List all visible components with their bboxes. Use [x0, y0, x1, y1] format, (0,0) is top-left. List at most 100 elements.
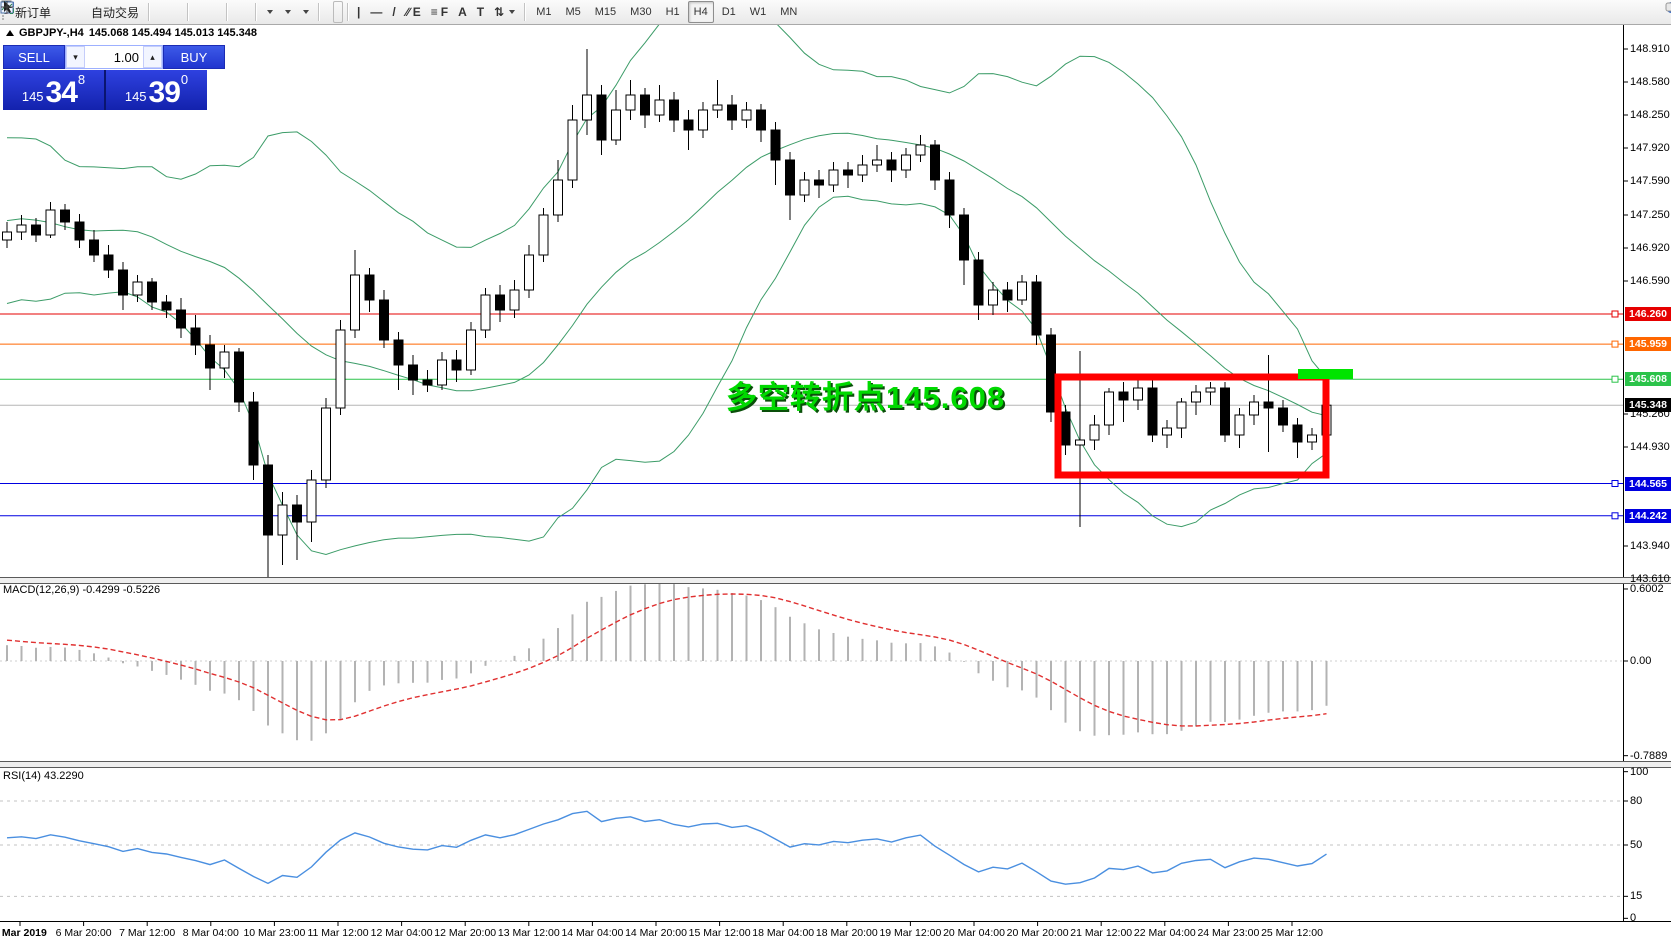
trendline-tool[interactable]: / [387, 1, 400, 23]
chat-icon[interactable] [1665, 1, 1671, 17]
timeframe-d1-button[interactable]: D1 [721, 6, 736, 18]
volume-decrease-button[interactable]: ▾ [66, 46, 85, 68]
sell-button[interactable]: SELL [3, 45, 65, 69]
expand-triangle-icon[interactable] [6, 30, 14, 36]
buy-price-pip: 0 [180, 72, 189, 87]
one-click-trading-panel: SELL ▾ ▴ BUY 145 34 8 145 39 0 [3, 45, 225, 110]
sell-price-pip: 8 [77, 72, 86, 87]
candle-body [103, 254, 114, 271]
candle-body [335, 329, 346, 409]
hline-end-marker[interactable] [1611, 512, 1619, 520]
horizontal-line-tool[interactable]: — [365, 1, 387, 23]
hline-end-marker[interactable] [1611, 375, 1619, 383]
tool-sub-letter: E [412, 5, 421, 19]
sell-price-display[interactable]: 145 34 8 [3, 70, 104, 110]
red-rectangle-object[interactable] [1054, 373, 1330, 479]
zoom-in-button[interactable] [1, 1, 202, 23]
candle-body [132, 281, 143, 296]
timeframe-w1-button[interactable]: W1 [749, 6, 767, 18]
chart-candles-button[interactable] [2, 1, 173, 23]
text-tool-icon: A [458, 5, 467, 19]
pane-separator[interactable] [0, 761, 1671, 768]
periods-button[interactable] [1, 1, 296, 23]
time-axis-label: 22 Mar 04:00 [1133, 927, 1196, 939]
timeframe-m5-button[interactable]: M5 [565, 6, 581, 18]
candle-body [16, 224, 27, 233]
candle-body [959, 214, 969, 261]
green-highlight-object[interactable] [1298, 369, 1353, 379]
candle-body [1147, 387, 1158, 436]
timeframe-m30-button[interactable]: M30 [630, 6, 652, 18]
tile-windows-button[interactable] [1, 1, 222, 23]
time-axis-label: 21 Mar 12:00 [1070, 927, 1133, 939]
chart-bars-button[interactable] [2, 1, 163, 23]
candle-body [422, 379, 433, 386]
time-axis-label: 25 Mar 12:00 [1261, 927, 1323, 939]
chart-shift-button[interactable] [2, 1, 251, 23]
timeframe-h4-button[interactable]: H4 [687, 1, 714, 23]
autotrading-label: 自动交易 [91, 5, 140, 20]
time-axis-label: 6 Mar 20:00 [55, 927, 112, 939]
data-window-button[interactable] [0, 1, 76, 23]
candle-body [74, 221, 85, 241]
macd-axis-tick-label: -0.7889 [1630, 749, 1668, 762]
candle-body [785, 159, 795, 196]
fibonacci-tool[interactable]: ≡ F [426, 1, 453, 23]
timeframe-h1-button[interactable]: H1 [665, 6, 680, 18]
candle-body [1118, 391, 1129, 401]
signals-button[interactable] [0, 1, 86, 23]
toolbar-separator [347, 3, 349, 21]
arrows-tool[interactable]: ⇅ [489, 1, 520, 23]
candle-body [596, 94, 607, 141]
candle-body [611, 109, 621, 141]
auto-scroll-button[interactable] [3, 1, 241, 23]
new-order-button[interactable]: 新订单 [1, 0, 56, 23]
new-chart-button[interactable] [1, 1, 278, 23]
hline-end-marker[interactable] [1611, 480, 1619, 487]
text-label-tool[interactable]: T [472, 1, 489, 23]
candle-body [1075, 439, 1085, 446]
toolbar-separator [226, 3, 228, 21]
candle-body [1133, 387, 1143, 401]
candle-body [1249, 401, 1259, 416]
candle-body [683, 119, 694, 131]
market-watch-button[interactable] [1, 1, 66, 23]
candle-body [89, 239, 99, 256]
zoom-out-button[interactable] [1, 1, 212, 23]
candle-body [248, 401, 259, 466]
time-axis-label: 10 Mar 23:00 [243, 927, 306, 939]
equidistant-channel-tool[interactable]: ∕∕ E [401, 1, 426, 23]
templates-button[interactable] [0, 1, 314, 23]
cursor-button[interactable] [4, 1, 333, 23]
time-axis-border [0, 921, 1671, 922]
timeframe-m1-button[interactable]: M1 [536, 6, 552, 18]
pane-separator[interactable] [0, 577, 1671, 584]
timeframe-mn-button[interactable]: MN [780, 6, 798, 18]
text-tool[interactable]: A [453, 1, 472, 23]
buy-price-display[interactable]: 145 39 0 [106, 70, 207, 110]
autotrading-button[interactable]: 自动交易 [1, 1, 144, 23]
timeframe-m15-button[interactable]: M15 [594, 6, 617, 18]
time-axis-label: 18 Mar 04:00 [752, 927, 815, 939]
rsi-value: 43.2290 [43, 770, 84, 782]
vertical-line-tool[interactable]: | [352, 1, 365, 23]
hline-end-marker[interactable] [1611, 310, 1619, 318]
tool-sub-letter: F [440, 5, 449, 19]
rsi-axis-tick-label: 80 [1630, 795, 1643, 807]
dropdown-caret [303, 10, 310, 14]
candle-body [1278, 407, 1288, 426]
sell-price-main: 34 [45, 76, 78, 109]
volume-increase-button[interactable]: ▴ [143, 46, 162, 68]
chart-line-button[interactable] [0, 1, 183, 23]
chart-text-annotation[interactable]: 多空转折点145.608 [726, 380, 1006, 415]
macd-signal-line [6, 593, 1327, 727]
bollinger-band-line [6, 24, 1327, 379]
volume-input[interactable] [85, 46, 143, 68]
candle-body [306, 479, 317, 523]
candle-body [1031, 281, 1042, 336]
crosshair-button[interactable] [1, 1, 344, 23]
candle-body [770, 129, 781, 161]
hline-end-marker[interactable] [1611, 340, 1619, 348]
buy-button[interactable]: BUY [163, 45, 225, 69]
